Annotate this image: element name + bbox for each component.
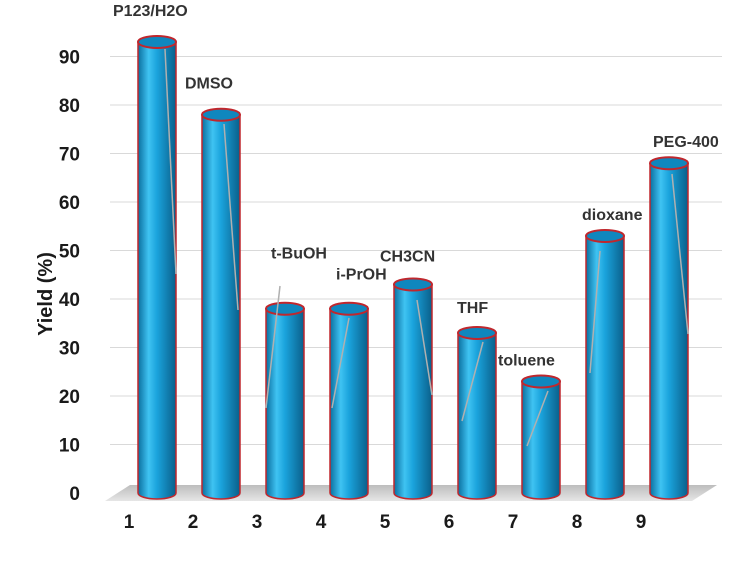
leader-line	[223, 123, 239, 311]
leader-line	[164, 48, 177, 275]
leader-line	[265, 285, 281, 409]
bar	[329, 301, 369, 500]
bar-data-label: THF	[457, 300, 488, 317]
leader-line	[589, 250, 601, 374]
leader-line	[416, 299, 433, 396]
x-tick-label: 2	[188, 512, 199, 533]
bar-data-label: t-BuOH	[271, 246, 327, 263]
y-tick-label: 80	[59, 96, 80, 117]
bar	[457, 325, 497, 500]
bar	[585, 228, 625, 500]
bar-body	[393, 283, 433, 500]
bar	[137, 34, 177, 500]
y-tick-label: 20	[59, 387, 80, 408]
x-tick-label: 7	[508, 512, 519, 533]
y-axis-ticks: 0 10 20 30 40 50 60 70 80 90	[59, 48, 80, 506]
bar-body	[329, 307, 369, 500]
y-tick-label: 40	[59, 290, 80, 311]
bar-body	[201, 113, 241, 500]
bar-body	[137, 41, 177, 500]
bar-top	[585, 228, 625, 243]
bar-data-label: P123/H2O	[113, 3, 188, 20]
bar-top	[393, 277, 433, 292]
bar-top	[457, 325, 497, 340]
leader-line	[526, 390, 549, 447]
bar-top	[649, 156, 689, 171]
bar-top	[329, 301, 369, 316]
bar	[201, 107, 241, 500]
bar	[393, 277, 433, 500]
x-tick-label: 8	[572, 512, 583, 533]
bar	[521, 374, 561, 500]
y-tick-label: 30	[59, 339, 80, 360]
bar-top	[201, 107, 241, 122]
y-tick-label: 70	[59, 145, 80, 166]
bars	[137, 34, 689, 500]
bar-data-label: DMSO	[185, 76, 233, 93]
x-tick-label: 9	[636, 512, 647, 533]
bar-body	[585, 235, 625, 500]
y-tick-label: 90	[59, 48, 80, 69]
x-tick-label: 5	[380, 512, 391, 533]
x-axis-ticks: 1 2 3 4 5 6 7 8 9	[124, 512, 647, 533]
x-tick-label: 1	[124, 512, 135, 533]
bar-top	[265, 301, 305, 316]
bar-body	[457, 332, 497, 500]
bar-data-label: dioxane	[582, 207, 643, 224]
bar-body	[649, 162, 689, 500]
leader-line	[671, 173, 689, 335]
bar-data-label: toluene	[498, 352, 555, 369]
leader-line	[331, 317, 350, 409]
y-tick-label: 0	[69, 484, 80, 505]
y-tick-label: 60	[59, 193, 80, 214]
y-tick-label: 10	[59, 436, 80, 457]
x-tick-label: 4	[316, 512, 327, 533]
y-tick-label: 50	[59, 242, 80, 263]
bar-labels: P123/H2O DMSO t-BuOH i-PrOH CH3CN THF toluene d…	[113, 3, 719, 447]
bar-body	[521, 380, 561, 500]
x-tick-label: 3	[252, 512, 263, 533]
x-tick-label: 6	[444, 512, 455, 533]
bar-top	[137, 34, 177, 49]
bar	[649, 156, 689, 500]
bar-top	[521, 374, 561, 389]
bar-data-label: PEG-400	[653, 134, 719, 151]
bar	[265, 301, 305, 500]
bar-data-label: i-PrOH	[336, 267, 387, 284]
bar-data-label: CH3CN	[380, 248, 435, 265]
y-axis-label: Yield (%)	[35, 252, 57, 336]
bar-body	[265, 307, 305, 500]
leader-line	[461, 341, 484, 422]
